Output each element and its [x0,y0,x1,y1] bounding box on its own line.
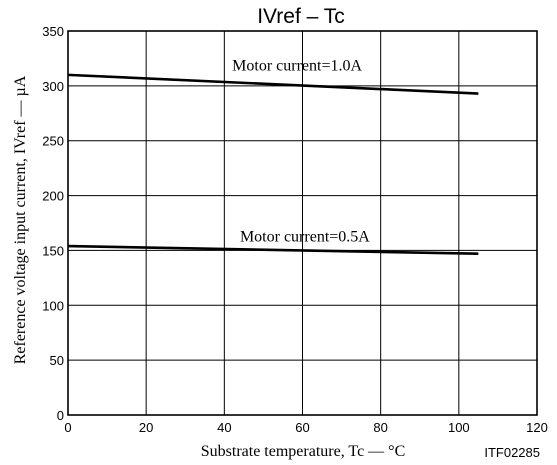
chart-title: IVref – Tc [257,5,345,28]
x-tick-label: 80 [373,420,387,435]
series-line-1 [67,73,479,95]
x-tick-label: 120 [526,420,548,435]
series-annotation-2: Motor current=0.5A [240,229,370,246]
y-tick-label: 0 [57,408,64,423]
grid [68,31,537,415]
x-tick-labels: 0 20 40 60 80 100 120 [64,420,547,435]
x-tick-label: 40 [217,420,231,435]
y-tick-label: 150 [42,243,64,258]
y-tick-label: 300 [42,79,64,94]
y-tick-label: 350 [42,24,64,39]
x-tick-label: 60 [295,420,309,435]
series-annotation-1: Motor current=1.0A [232,57,362,74]
y-tick-labels: 0 50 100 150 200 250 300 350 [42,24,64,423]
y-tick-label: 100 [42,298,64,313]
annotations: Motor current=1.0A Motor current=0.5A [232,57,370,245]
figure-code: ITF02285 [484,445,540,460]
y-tick-label: 50 [50,353,64,368]
series-group [67,73,479,256]
y-tick-label: 250 [42,134,64,149]
x-tick-label: 0 [64,420,71,435]
x-tick-label: 100 [448,420,470,435]
x-axis-label: Substrate temperature, Tc — °C [201,443,405,460]
plot-frame [67,30,538,416]
y-axis-label: Reference voltage input current, IVref —… [12,75,29,364]
x-tick-label: 20 [139,420,153,435]
y-tick-label: 200 [42,189,64,204]
series-line-2 [67,244,479,256]
